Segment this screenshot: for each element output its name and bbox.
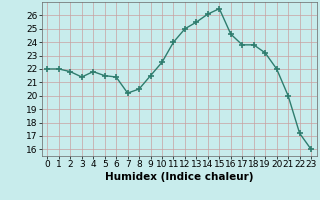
X-axis label: Humidex (Indice chaleur): Humidex (Indice chaleur) — [105, 172, 253, 182]
